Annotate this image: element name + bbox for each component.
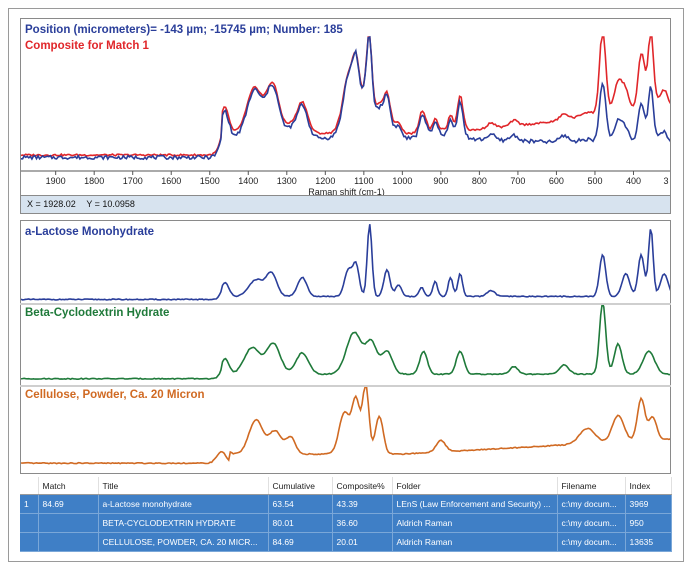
table-cell: Aldrich Raman	[392, 513, 558, 533]
position-legend: Position (micrometers)= -143 µm; -15745 …	[25, 24, 343, 36]
lactose-spectrum-plot[interactable]	[21, 221, 671, 305]
table-cell: 84.69	[268, 532, 333, 552]
x-tick-label: 1000	[392, 176, 412, 186]
column-header-cumulative[interactable]: Cumulative	[268, 477, 333, 495]
x-tick-label: 3	[663, 176, 668, 186]
x-tick-label: 800	[472, 176, 487, 186]
cellulose-spectrum-line	[21, 387, 670, 465]
lactose-legend: a-Lactose Monohydrate	[25, 226, 155, 238]
table-cell	[20, 532, 39, 552]
x-tick-label: 500	[587, 176, 602, 186]
table-cell: a-Lactose monohydrate	[98, 494, 269, 514]
table-row[interactable]: BETA-CYCLODEXTRIN HYDRATE 80.01 36.60 Al…	[20, 513, 672, 533]
x-tick-label: 600	[549, 176, 564, 186]
cellulose-legend: Cellulose, Powder, Ca. 20 Micron	[25, 389, 205, 401]
table-cell: 43.39	[332, 494, 393, 514]
x-tick-label: 1600	[161, 176, 181, 186]
column-header-match[interactable]: Match	[38, 477, 99, 495]
table-cell: 63.54	[268, 494, 333, 514]
cursor-y-readout: Y = 10.0958	[86, 199, 135, 209]
table-cell: BETA-CYCLODEXTRIN HYDRATE	[98, 513, 269, 533]
reference-panel-lactose[interactable]: a-Lactose Monohydrate	[20, 220, 671, 305]
x-axis-label: Raman shift (cm-1)	[308, 187, 385, 196]
lactose-spectrum-line	[21, 224, 670, 301]
column-header-folder[interactable]: Folder	[392, 477, 558, 495]
column-header-index[interactable]: Index	[625, 477, 672, 495]
x-tick-label: 1500	[200, 176, 220, 186]
table-row[interactable]: CELLULOSE, POWDER, CA. 20 MICR... 84.69 …	[20, 532, 672, 552]
table-cell: c:\my docum...	[557, 494, 626, 514]
cyclodextrin-legend: Beta-Cyclodextrin Hydrate	[25, 307, 170, 319]
composite-spectrum-panel[interactable]: 1900 1800 1700 1600 1500 1400 1300 1200 1100 1000…	[20, 18, 671, 196]
x-tick-label: 1900	[46, 176, 66, 186]
column-header-filename[interactable]: Filename	[557, 477, 626, 495]
measured-spectrum-line	[21, 35, 670, 161]
table-cell: 84.69	[38, 494, 99, 514]
cursor-readout-bar: X = 1928.02 Y = 10.0958	[20, 196, 671, 214]
composite-legend: Composite for Match 1	[25, 40, 149, 52]
panel-divider	[20, 385, 671, 387]
table-cell	[38, 513, 99, 533]
x-tick-label: 1100	[354, 176, 373, 186]
cursor-x-readout: X = 1928.02	[27, 199, 76, 209]
cyclodextrin-spectrum-line	[21, 305, 670, 381]
column-header-title[interactable]: Title	[98, 477, 269, 495]
column-header-composite[interactable]: Composite%	[332, 477, 393, 495]
table-row[interactable]: 1 84.69 a-Lactose monohydrate 63.54 43.3…	[20, 494, 672, 514]
composite-spectrum-line	[21, 36, 670, 157]
table-cell	[38, 532, 99, 552]
x-tick-label: 1200	[315, 176, 335, 186]
table-cell: 950	[625, 513, 672, 533]
match-results-table[interactable]: Match Title Cumulative Composite% Folder…	[20, 477, 672, 552]
table-cell: LEnS (Law Enforcement and Security) ...	[392, 494, 558, 514]
panel-divider	[20, 303, 671, 305]
x-tick-label: 1700	[123, 176, 143, 186]
cyclodextrin-spectrum-plot[interactable]	[21, 305, 671, 387]
column-header[interactable]	[20, 477, 39, 495]
x-tick-label: 1400	[238, 176, 258, 186]
table-cell: 3969	[625, 494, 672, 514]
x-tick-label: 700	[510, 176, 525, 186]
x-tick-label: 900	[433, 176, 448, 186]
reference-panel-cellulose[interactable]: Cellulose, Powder, Ca. 20 Micron	[20, 387, 671, 474]
cellulose-spectrum-plot[interactable]	[21, 387, 671, 474]
table-cell: 20.01	[332, 532, 393, 552]
table-cell: 1	[20, 494, 39, 514]
table-cell: 13635	[625, 532, 672, 552]
reference-panel-cyclodextrin[interactable]: Beta-Cyclodextrin Hydrate	[20, 305, 671, 387]
x-tick-label: 1800	[84, 176, 104, 186]
table-cell: 36.60	[332, 513, 393, 533]
table-header-row: Match Title Cumulative Composite% Folder…	[20, 477, 672, 495]
x-tick-label: 1300	[277, 176, 297, 186]
table-cell: c:\my docum...	[557, 532, 626, 552]
table-cell: c:\my docum...	[557, 513, 626, 533]
table-cell: Aldrich Raman	[392, 532, 558, 552]
table-cell: CELLULOSE, POWDER, CA. 20 MICR...	[98, 532, 269, 552]
x-tick-label: 400	[626, 176, 641, 186]
table-cell	[20, 513, 39, 533]
table-cell: 80.01	[268, 513, 333, 533]
composite-spectrum-plot[interactable]: 1900 1800 1700 1600 1500 1400 1300 1200 1100 1000…	[21, 19, 671, 196]
